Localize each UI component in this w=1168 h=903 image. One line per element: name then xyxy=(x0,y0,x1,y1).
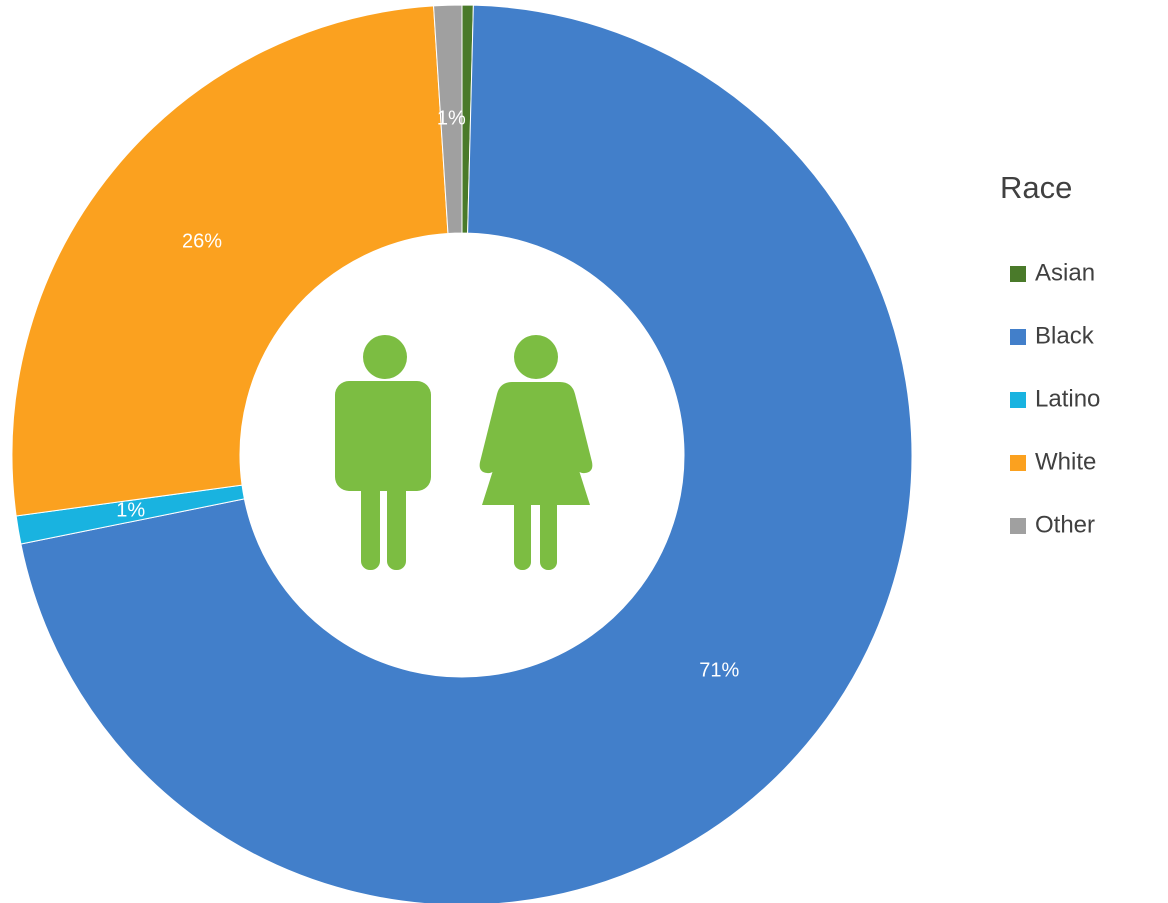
legend-label: Other xyxy=(1035,511,1095,538)
legend-swatch xyxy=(1010,455,1026,471)
slice xyxy=(11,5,449,517)
legend-swatch xyxy=(1010,266,1026,282)
slice xyxy=(433,4,463,234)
legend-label: Asian xyxy=(1035,259,1095,286)
value-label: 71% xyxy=(699,659,739,681)
legend: Race Asian Black Latino White Other xyxy=(1000,170,1100,538)
slice xyxy=(20,4,913,903)
legend-label: White xyxy=(1035,448,1096,475)
legend-swatch xyxy=(1010,518,1026,534)
woman-leg xyxy=(514,490,531,570)
woman-head xyxy=(514,335,558,379)
value-label: 26% xyxy=(182,230,222,252)
legend-swatch xyxy=(1010,329,1026,345)
man-head xyxy=(363,335,407,379)
man-leg xyxy=(387,470,406,570)
woman-body xyxy=(479,382,593,505)
value-label: 1% xyxy=(437,107,466,129)
legend-swatch xyxy=(1010,392,1026,408)
man-body xyxy=(335,381,431,491)
man-leg xyxy=(361,470,380,570)
legend-title: Race xyxy=(1000,170,1072,205)
people-icon xyxy=(335,335,593,570)
value-label: 1% xyxy=(116,499,145,521)
legend-label: Latino xyxy=(1035,385,1100,412)
value-labels: 71% 1% 26% 1% xyxy=(116,107,739,681)
woman-leg xyxy=(540,490,557,570)
legend-label: Black xyxy=(1035,322,1095,349)
donut xyxy=(11,4,913,903)
